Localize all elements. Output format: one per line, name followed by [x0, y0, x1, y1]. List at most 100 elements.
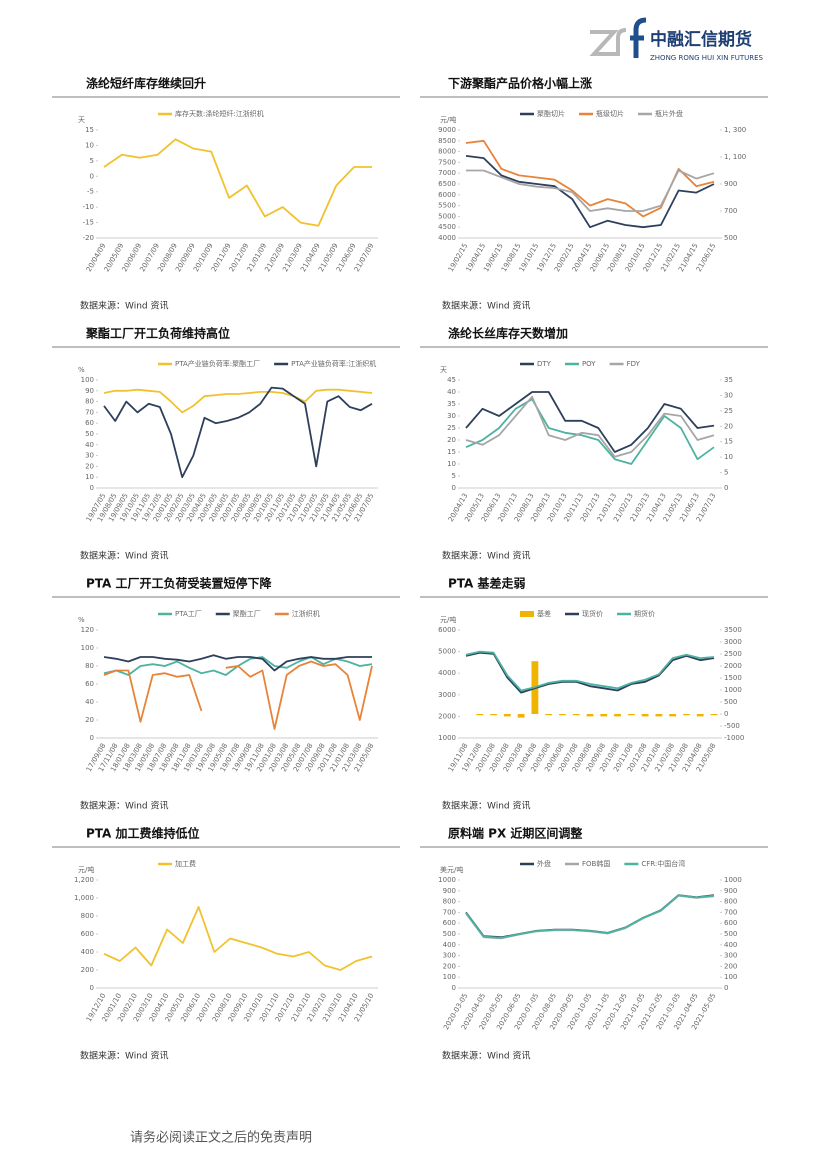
series-line [466, 169, 715, 212]
y-tick-label: 40 [85, 441, 94, 449]
legend-label: 期货价 [634, 609, 655, 618]
y-tick-label: 10 [85, 141, 94, 149]
y2-tick-label: 900 [724, 887, 737, 895]
section-title: 涤纶短纤库存继续回升 [86, 76, 206, 91]
y-tick-label: 200 [81, 966, 94, 974]
y2-tick-label: 900 [724, 180, 737, 188]
disclaimer: 请务必阅读正文之后的免责声明 [130, 1130, 312, 1146]
y-tick-label: 6000 [438, 191, 456, 199]
series-line [465, 894, 715, 939]
section-title: 聚酯工厂开工负荷维持高位 [85, 326, 230, 341]
series-line [465, 398, 715, 465]
y-tick-label: 5 [90, 157, 94, 165]
y-tick-label: 7000 [438, 169, 456, 177]
series-line [103, 386, 373, 479]
y-tick-label: -10 [83, 203, 94, 211]
y-unit: 美元/吨 [440, 865, 463, 874]
y-tick-label: 90 [85, 387, 94, 395]
y2-tick-label: 1500 [724, 674, 742, 682]
y-tick-label: 5 [452, 472, 456, 480]
y-tick-label: 30 [447, 412, 456, 420]
bar [490, 714, 497, 716]
y-tick-label: 20 [85, 716, 94, 724]
bar [503, 714, 511, 717]
legend-label: CFR:中国台湾 [641, 859, 685, 868]
legend-label: 现货价 [582, 609, 603, 618]
y2-tick-label: 0 [724, 984, 728, 992]
y-tick-label: 1,200 [74, 876, 94, 884]
y2-tick-label: 5 [724, 469, 728, 477]
y-tick-label: 0 [90, 484, 94, 492]
source-note: 数据来源：Wind 资讯 [442, 1050, 530, 1062]
y-unit: 元/吨 [440, 615, 456, 624]
legend-label: 聚酯工厂 [233, 610, 261, 618]
y-tick-label: 500 [443, 930, 456, 938]
y-tick-label: 80 [85, 662, 94, 670]
y-tick-label: 10 [447, 460, 456, 468]
source-note: 数据来源：Wind 资讯 [80, 1050, 168, 1062]
y-tick-label: -20 [83, 234, 94, 242]
bar [710, 714, 718, 716]
y-tick-label: 0 [90, 984, 94, 992]
bar [669, 714, 677, 717]
legend-swatch [520, 611, 534, 617]
bar [655, 714, 663, 717]
y2-tick-label: -1000 [724, 734, 744, 742]
bar [641, 714, 649, 717]
section-title: PTA 工厂开工负荷受装置短停下降 [86, 576, 273, 591]
y2-tick-label: 1000 [724, 686, 742, 694]
y-tick-label: 800 [443, 898, 456, 906]
legend-label: 瓶片外盘 [655, 109, 683, 118]
legend-label: 江浙织机 [292, 609, 320, 618]
y-tick-label: 100 [81, 644, 94, 652]
series-line [103, 138, 372, 227]
y-tick-label: 1000 [438, 734, 456, 742]
y-tick-label: 40 [85, 698, 94, 706]
legend-label: 聚酯切片 [537, 109, 565, 118]
legend-label: FDY [627, 360, 641, 368]
source-note: 数据来源：Wind 资讯 [442, 550, 530, 562]
y-tick-label: 70 [85, 408, 94, 416]
y-tick-label: 400 [443, 941, 456, 949]
y-tick-label: 20 [447, 436, 456, 444]
y-tick-label: 15 [85, 126, 94, 134]
y-tick-label: 45 [447, 376, 456, 384]
y2-tick-label: 20 [724, 422, 733, 430]
y-tick-label: 20 [85, 462, 94, 470]
bar [559, 714, 566, 716]
section-title: 下游聚酯产品价格小幅上涨 [448, 76, 592, 91]
y-tick-label: 600 [81, 930, 94, 938]
y-unit: 天 [78, 116, 85, 124]
y-unit: % [78, 366, 85, 374]
section-title: 涤纶长丝库存天数增加 [448, 326, 568, 341]
y-tick-label: 0 [90, 172, 94, 180]
y2-tick-label: 600 [724, 919, 737, 927]
y2-tick-label: 700 [724, 908, 737, 916]
series-line [465, 894, 715, 940]
y2-tick-label: 3500 [724, 626, 742, 634]
source-note: 数据来源：Wind 资讯 [80, 550, 168, 562]
y-tick-label: 9000 [438, 126, 456, 134]
y-tick-label: 700 [443, 908, 456, 916]
source-note: 数据来源：Wind 资讯 [80, 800, 168, 812]
y-tick-label: 7500 [438, 158, 456, 166]
y-tick-label: 1,000 [74, 894, 94, 902]
y2-tick-label: -500 [724, 722, 740, 730]
y2-tick-label: 1000 [724, 876, 742, 884]
y-tick-label: 100 [443, 973, 456, 981]
series-line [465, 395, 715, 458]
y2-tick-label: 1, 300 [724, 126, 746, 134]
series-line [465, 651, 715, 694]
y2-tick-label: 1, 100 [724, 153, 746, 161]
y2-tick-label: 10 [724, 453, 733, 461]
y-tick-label: 900 [443, 887, 456, 895]
section-title: PTA 基差走弱 [448, 576, 526, 591]
y2-tick-label: 0 [724, 710, 728, 718]
y-unit: % [78, 616, 85, 624]
y-tick-label: 30 [85, 452, 94, 460]
legend-label: 加工费 [175, 859, 196, 868]
y-tick-label: 80 [85, 398, 94, 406]
y2-tick-label: 400 [724, 941, 737, 949]
y-unit: 天 [440, 366, 447, 374]
legend-label: 库存天数:涤纶短纤:江浙织机 [175, 109, 264, 118]
